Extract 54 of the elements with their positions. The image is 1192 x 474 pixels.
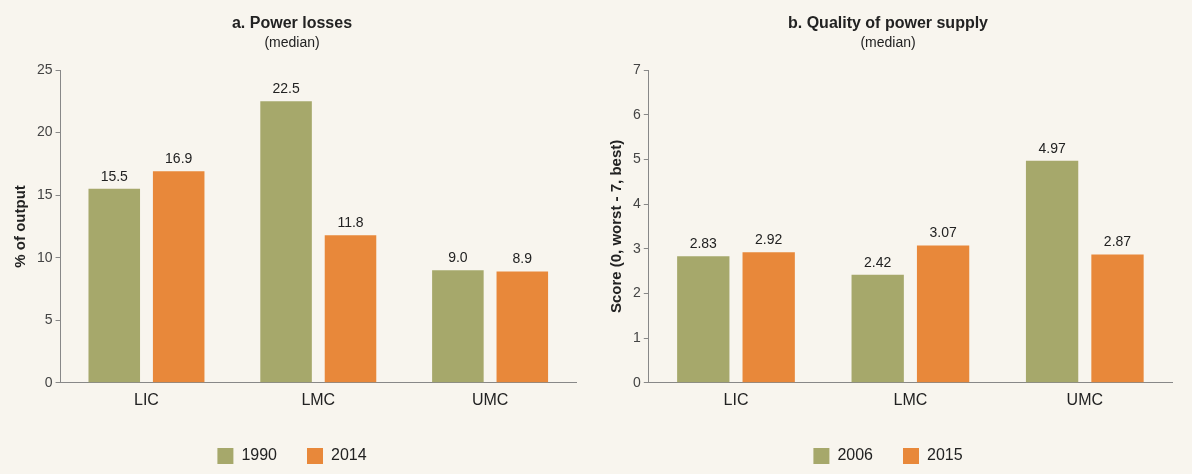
y-tick-label: 25	[36, 60, 53, 77]
y-tick-label: 3	[632, 239, 641, 256]
y-tick-label: 5	[632, 150, 641, 167]
x-tick-label: LIC	[134, 390, 159, 408]
bar	[851, 274, 904, 383]
x-tick-label: LMC	[301, 390, 336, 408]
y-tick-label: 4	[632, 194, 641, 211]
chart-subtitle: (median)	[264, 34, 320, 51]
chart-title: b. Quality of power supply	[787, 14, 989, 32]
y-tick-label: 2	[632, 284, 641, 301]
y-tick-label: 10	[36, 248, 53, 265]
y-tick-label: 7	[632, 60, 641, 77]
legend-label: 1990	[241, 446, 278, 464]
bar	[324, 235, 377, 383]
bar	[742, 252, 795, 383]
bar	[1091, 254, 1144, 383]
data-label: 2.42	[864, 253, 892, 270]
x-tick-label: UMC	[471, 390, 509, 408]
y-tick-label: 20	[36, 123, 53, 140]
chart-title: a. Power losses	[231, 14, 353, 32]
x-tick-label: LMC	[893, 390, 928, 408]
data-label: 16.9	[165, 150, 193, 167]
data-label: 3.07	[929, 224, 957, 241]
y-tick-label: 0	[44, 373, 53, 390]
bar	[677, 256, 730, 383]
data-label: 2.92	[755, 231, 783, 248]
y-tick-label: 6	[632, 105, 641, 122]
y-axis-title: % of output	[11, 185, 29, 268]
data-label: 2.87	[1103, 233, 1132, 250]
y-tick-label: 5	[44, 311, 53, 328]
data-label: 2.83	[689, 235, 718, 252]
y-tick-label: 15	[36, 185, 53, 202]
y-tick-label: 1	[632, 328, 641, 345]
data-label: 4.97	[1038, 139, 1066, 156]
data-label: 8.9	[512, 250, 533, 267]
bar	[152, 171, 205, 383]
data-label: 9.0	[448, 249, 468, 266]
data-label: 22.5	[272, 80, 300, 97]
bar	[496, 271, 549, 383]
bar	[1025, 160, 1079, 383]
bar	[88, 188, 141, 383]
data-label: 11.8	[337, 214, 364, 231]
chart-subtitle: (median)	[860, 34, 916, 51]
data-label: 15.5	[100, 167, 129, 184]
y-axis-title: Score (0, worst - 7, best)	[607, 139, 625, 314]
bar	[260, 101, 312, 383]
bar	[916, 245, 970, 383]
bar	[432, 270, 484, 383]
x-tick-label: LIC	[723, 390, 749, 408]
legend-label: 2014	[331, 446, 367, 464]
x-tick-label: UMC	[1066, 390, 1104, 408]
legend-label: 2015	[927, 446, 963, 464]
legend-label: 2006	[837, 446, 874, 464]
y-tick-label: 0	[632, 373, 641, 390]
